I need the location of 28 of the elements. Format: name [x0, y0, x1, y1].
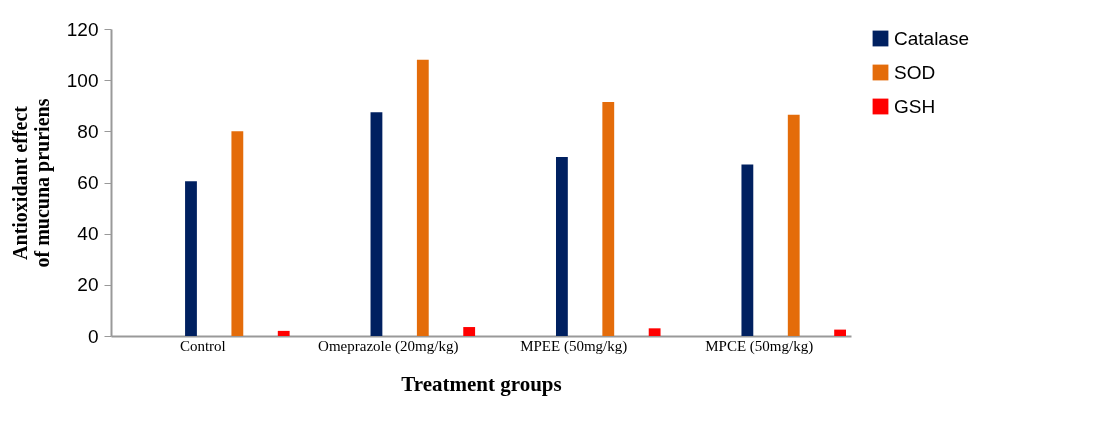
- y-tick-label: 120: [66, 18, 99, 40]
- bar: [277, 330, 290, 336]
- bar: [787, 114, 800, 336]
- bar: [741, 164, 754, 336]
- y-tick-label: 40: [77, 223, 99, 245]
- x-tick-label: MPEE (50mg/kg): [520, 337, 628, 355]
- x-tick-label: Control: [179, 337, 226, 354]
- y-tick-label: 0: [87, 325, 99, 347]
- x-axis-title: Treatment groups: [401, 371, 562, 396]
- y-tick-label: 80: [77, 120, 99, 142]
- legend-label: GSH: [894, 95, 936, 117]
- y-tick-label: 100: [66, 69, 99, 91]
- legend-label: Catalase: [894, 27, 969, 49]
- bar: [834, 329, 847, 336]
- bar: [185, 181, 197, 336]
- bar: [556, 156, 568, 336]
- bar: [463, 327, 476, 336]
- y-axis-title: Antioxidant effect of mucuna pruriens: [8, 98, 54, 268]
- x-tick-label: MPCE (50mg/kg): [705, 337, 814, 355]
- legend-label: SOD: [894, 61, 936, 83]
- y-tick-label: 60: [77, 172, 99, 193]
- y-tick-label: 20: [77, 274, 99, 296]
- bar: [416, 59, 429, 336]
- bar: [370, 112, 383, 336]
- bar: [231, 131, 244, 336]
- bar: [648, 328, 661, 336]
- x-tick-label: Omeprazole (20mg/kg): [318, 337, 459, 355]
- bar: [602, 101, 615, 336]
